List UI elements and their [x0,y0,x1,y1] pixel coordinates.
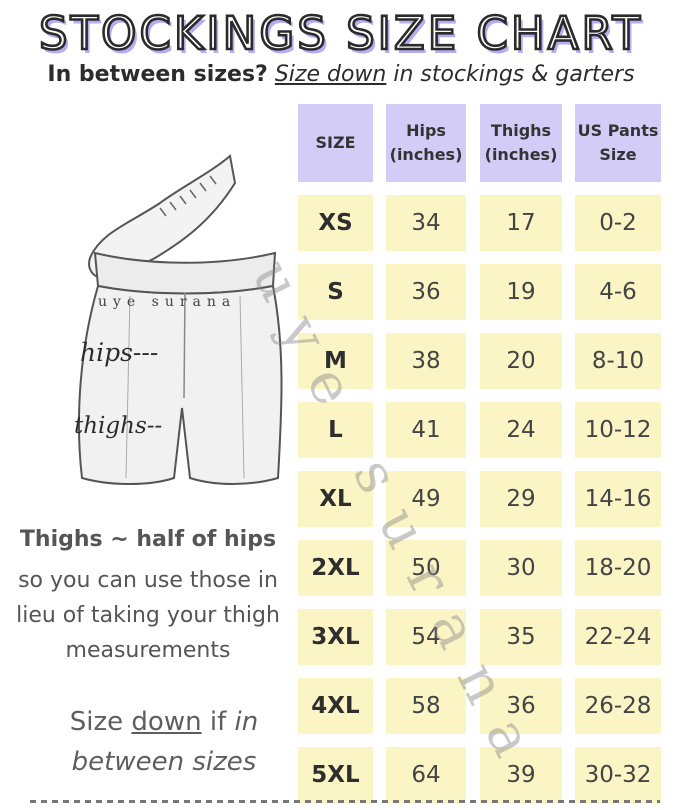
size-down-between: between sizes [71,747,257,777]
thighs-cell: 35 [480,609,562,665]
size-down-prefix: Size [69,707,124,737]
thighs-cell: 17 [480,195,562,251]
thighs-cell: 39 [480,747,562,803]
thighs-label: thighs-- [74,413,163,439]
size-down-word: down [131,707,202,737]
illustration-brand: uye surana [98,294,237,310]
size-cell: XS [298,195,373,251]
thighs-cell: 24 [480,402,562,458]
size-cell: M [298,333,373,389]
pants-cell: 18-20 [575,540,661,596]
size-cell: 3XL [298,609,373,665]
thighs-note-text: so you can use those in lieu of taking y… [16,568,280,663]
hips-cell: 41 [386,402,466,458]
hips-cell: 50 [386,540,466,596]
hips-cell: 38 [386,333,466,389]
page-subtitle: In between sizes? Size down in stockings… [0,62,682,87]
hips-cell: 54 [386,609,466,665]
thighs-cell: 20 [480,333,562,389]
pants-cell: 4-6 [575,264,661,320]
pants-cell: 26-28 [575,678,661,734]
hips-cell: 49 [386,471,466,527]
hips-cell: 34 [386,195,466,251]
thighs-cell: 30 [480,540,562,596]
thighs-cell: 19 [480,264,562,320]
subtitle-question: In between sizes? [47,62,268,87]
pants-cell: 30-32 [575,747,661,803]
size-down-in: in [234,707,259,737]
subtitle-size-down: Size down [274,62,387,87]
thighs-cell: 36 [480,678,562,734]
size-cell: 4XL [298,678,373,734]
pants-cell: 0-2 [575,195,661,251]
header-us-pants: US Pants Size [575,104,661,182]
pants-cell: 10-12 [575,402,661,458]
header-size: SIZE [298,104,373,182]
pants-cell: 22-24 [575,609,661,665]
pants-cell: 8-10 [575,333,661,389]
footer-divider [30,800,660,803]
size-cell: S [298,264,373,320]
thighs-note-heading: Thighs ~ half of hips [19,527,277,552]
header-thighs: Thighs (inches) [480,104,562,182]
hips-label: hips--- [80,338,159,367]
hips-cell: 58 [386,678,466,734]
shorts-illustration [77,154,283,485]
subtitle-rest: in stockings & garters [393,62,635,87]
size-cell: 2XL [298,540,373,596]
size-cell: L [298,402,373,458]
size-cell: XL [298,471,373,527]
size-down-if: if [209,707,227,737]
measuring-tape-icon [88,154,237,281]
header-hips: Hips (inches) [386,104,466,182]
hips-cell: 64 [386,747,466,803]
page-title: STOCKINGS SIZE CHART [38,6,643,62]
thighs-cell: 29 [480,471,562,527]
size-down-note: Size down if in between sizes [20,702,308,782]
pants-cell: 14-16 [575,471,661,527]
size-cell: 5XL [298,747,373,803]
hips-cell: 36 [386,264,466,320]
